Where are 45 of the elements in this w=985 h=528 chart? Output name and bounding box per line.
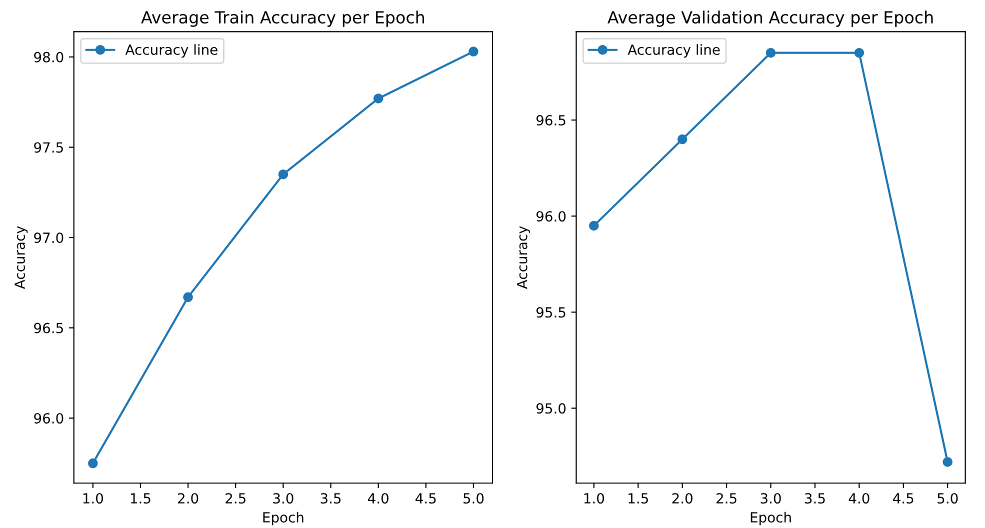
y-tick-label: 95.5 (536, 307, 566, 318)
y-tick-label: 96.0 (34, 413, 64, 424)
point (677, 134, 688, 144)
x-tick-label: 1.5 (130, 493, 150, 504)
point (589, 220, 599, 231)
point (766, 48, 776, 58)
legend-label: Accuracy line (628, 44, 720, 58)
x-tick-label: 3.5 (804, 493, 825, 504)
x-tick-label: 1.0 (83, 493, 104, 504)
x-tick-label: 3.0 (760, 493, 781, 504)
x-tick-label: 2.5 (716, 493, 736, 504)
y-tick-label: 97.5 (34, 142, 63, 153)
x-tick-label: 5.0 (464, 493, 484, 504)
point (373, 94, 384, 104)
y-axis-title: Accuracy (14, 226, 28, 289)
x-tick-label: 4.5 (893, 493, 914, 504)
x-tick-label: 3.5 (320, 493, 341, 504)
y-tick-label: 97.0 (34, 232, 64, 244)
y-tick-label: 96.5 (34, 322, 63, 334)
y-axis-title: Accuracy (517, 226, 530, 289)
point (854, 48, 864, 58)
x-tick-label: 4.0 (848, 493, 870, 504)
x-tick-label: 3.0 (273, 493, 294, 504)
y-tick-label: 95.0 (536, 403, 566, 414)
y-tick-label: 96.5 (536, 115, 566, 126)
point (942, 457, 952, 467)
x-axis-title: Epoch (750, 512, 791, 526)
point (183, 292, 193, 302)
point (468, 46, 478, 56)
x-tick-label: 2.0 (178, 493, 198, 504)
y-tick-label: 96.0 (536, 211, 566, 222)
chart-title: Average Train Accuracy per Epoch (141, 10, 424, 27)
x-tick-label: 2.5 (226, 493, 246, 504)
x-axis-title: Epoch (263, 512, 304, 526)
point (88, 458, 98, 468)
x-tick-label: 4.5 (416, 493, 436, 504)
x-tick-label: 5.0 (938, 493, 958, 504)
y-tick-label: 98.0 (34, 52, 64, 62)
chart-title: Average Validation Accuracy per Epoch (608, 10, 933, 27)
x-tick-label: 4.0 (368, 493, 388, 504)
point (278, 169, 288, 180)
legend-label: Accuracy line (125, 44, 218, 58)
x-tick-label: 1.5 (628, 493, 648, 504)
x-tick-label: 1.0 (584, 493, 604, 504)
x-tick-label: 2.0 (672, 493, 692, 504)
